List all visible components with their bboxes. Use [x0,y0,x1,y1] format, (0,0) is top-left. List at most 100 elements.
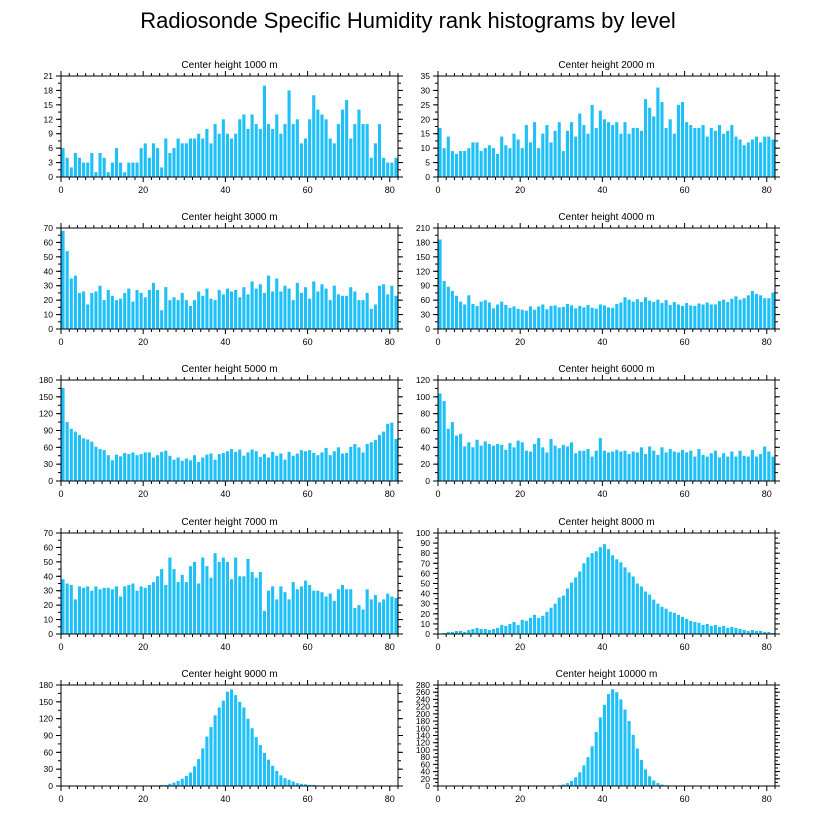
bar [713,130,717,177]
bar [65,583,69,634]
bar [271,765,275,786]
bar [570,582,574,634]
bar [328,138,332,177]
bar [131,583,135,634]
bar [250,114,254,177]
bar [496,304,500,329]
bar [94,586,98,634]
x-tick-label: 20 [138,642,148,652]
bar [164,138,168,177]
bar [611,555,615,634]
bar [164,784,168,786]
bar [382,284,386,329]
bar [147,584,151,634]
chart-title: Center height 1000 m [181,60,277,71]
bar [377,434,382,481]
bar [631,127,635,177]
bar [648,300,652,329]
y-tick-label: 30 [421,85,431,95]
bar [574,136,578,177]
bar [320,114,324,177]
bar [65,422,69,481]
bar [524,450,528,481]
bar [299,292,303,329]
x-tick-label: 40 [597,185,607,195]
bar [61,148,65,177]
chart-title: Center height 2000 m [558,60,654,71]
bar [353,608,357,634]
bar [496,443,500,481]
y-tick-label: 120 [416,375,430,385]
bar [623,297,627,329]
bar [234,290,238,329]
bar [312,784,316,786]
bar [197,291,201,329]
bar [463,304,467,329]
bar [316,109,320,177]
y-tick-label: 280 [416,680,430,690]
bar [254,451,258,481]
bar [672,302,676,329]
bar [701,304,705,329]
bar [578,450,582,481]
bar [106,455,110,481]
bar [123,452,127,481]
y-tick-label: 0 [425,781,430,791]
bar [176,457,180,481]
bar [602,119,606,177]
bar [98,589,102,634]
bar [487,629,491,634]
bar [693,456,697,481]
bar [598,717,602,786]
y-tick-label: 100 [416,745,430,755]
bar [254,124,258,177]
bar [500,136,504,177]
bar [242,114,246,177]
x-tick-label: 60 [680,337,690,347]
bar [242,576,246,634]
bar [438,393,442,481]
bar [266,124,271,177]
y-tick-label: 20 [421,609,431,619]
y-tick-label: 30 [421,599,431,609]
bar [291,300,295,329]
bar [102,157,106,177]
bar [86,586,90,634]
y-tick-label: 0 [48,476,53,486]
bar [94,446,98,481]
y-tick-label: 35 [421,71,431,81]
bar [308,119,312,177]
bar [475,627,479,634]
x-tick-label: 60 [680,489,690,499]
bar [287,779,291,786]
y-tick-label: 40 [421,442,431,452]
bar [209,727,213,786]
bar [373,143,377,177]
bar [345,589,349,634]
bar [308,450,312,481]
chart-panel-3: Center height 3000 m 0 10 20 30 40 50 60 70 0 20 40… [44,212,403,347]
bar [504,304,508,329]
bar [463,151,467,177]
bar [373,595,377,634]
bar [722,453,726,481]
bar [635,299,639,329]
chart-title: Center height 7000 m [181,517,277,528]
bar [262,85,266,177]
x-tick-label: 0 [58,185,63,195]
bar [151,282,156,329]
bar [110,589,114,634]
bar [631,451,635,481]
y-tick-label: 60 [44,542,54,552]
bar [771,632,775,634]
bar [65,157,69,177]
bar [471,447,475,481]
bar [139,586,143,634]
bar [234,695,238,786]
bar [172,782,176,786]
bar [225,133,229,177]
bar [193,138,197,177]
bar [446,286,450,329]
bar [390,285,394,329]
bar [164,287,168,329]
